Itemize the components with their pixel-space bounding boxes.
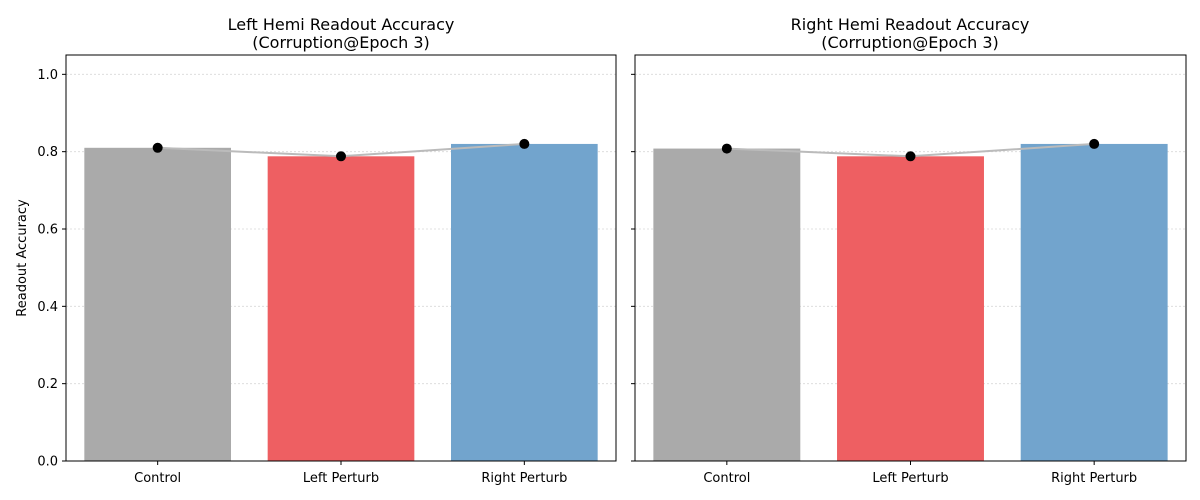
data-point xyxy=(336,151,346,162)
bar-control xyxy=(84,147,231,462)
bar-left-perturb xyxy=(267,156,415,461)
chart-title-line2: (Corruption@Epoch 3) xyxy=(252,33,430,52)
y-tick-label: 0.0 xyxy=(37,455,58,470)
y-tick-label: 1.0 xyxy=(37,68,58,83)
chart-title-line1: Right Hemi Readout Accuracy xyxy=(791,15,1030,34)
y-axis-label: Readout Accuracy xyxy=(15,199,30,317)
data-point xyxy=(519,138,530,149)
chart-title-line1: Left Hemi Readout Accuracy xyxy=(228,15,455,34)
chart-title-line2: (Corruption@Epoch 3) xyxy=(821,33,999,52)
x-tick-label: Right Perturb xyxy=(1051,471,1137,486)
y-tick-label: 0.4 xyxy=(37,300,58,315)
left-hemi-chart: Left Hemi Readout Accuracy (Corruption@E… xyxy=(15,15,617,486)
x-tick-label: Right Perturb xyxy=(481,471,567,486)
bar-right-perturb xyxy=(451,143,598,461)
bar-right-perturb xyxy=(1020,143,1168,461)
y-tick-label: 0.8 xyxy=(37,145,58,160)
data-point xyxy=(905,151,916,162)
right-hemi-chart: Right Hemi Readout Accuracy (Corruption@… xyxy=(631,15,1187,486)
x-tick-label: Left Perturb xyxy=(303,471,379,486)
x-tick-label: Control xyxy=(134,471,181,486)
data-point xyxy=(721,143,732,154)
bar-left-perturb xyxy=(837,156,984,461)
y-tick-label: 0.2 xyxy=(37,377,58,392)
bar-control xyxy=(653,148,801,461)
data-point xyxy=(1089,138,1100,149)
y-tick-label: 0.6 xyxy=(37,223,58,238)
data-point xyxy=(152,142,163,153)
x-tick-label: Control xyxy=(703,471,750,486)
x-tick-label: Left Perturb xyxy=(872,471,948,486)
